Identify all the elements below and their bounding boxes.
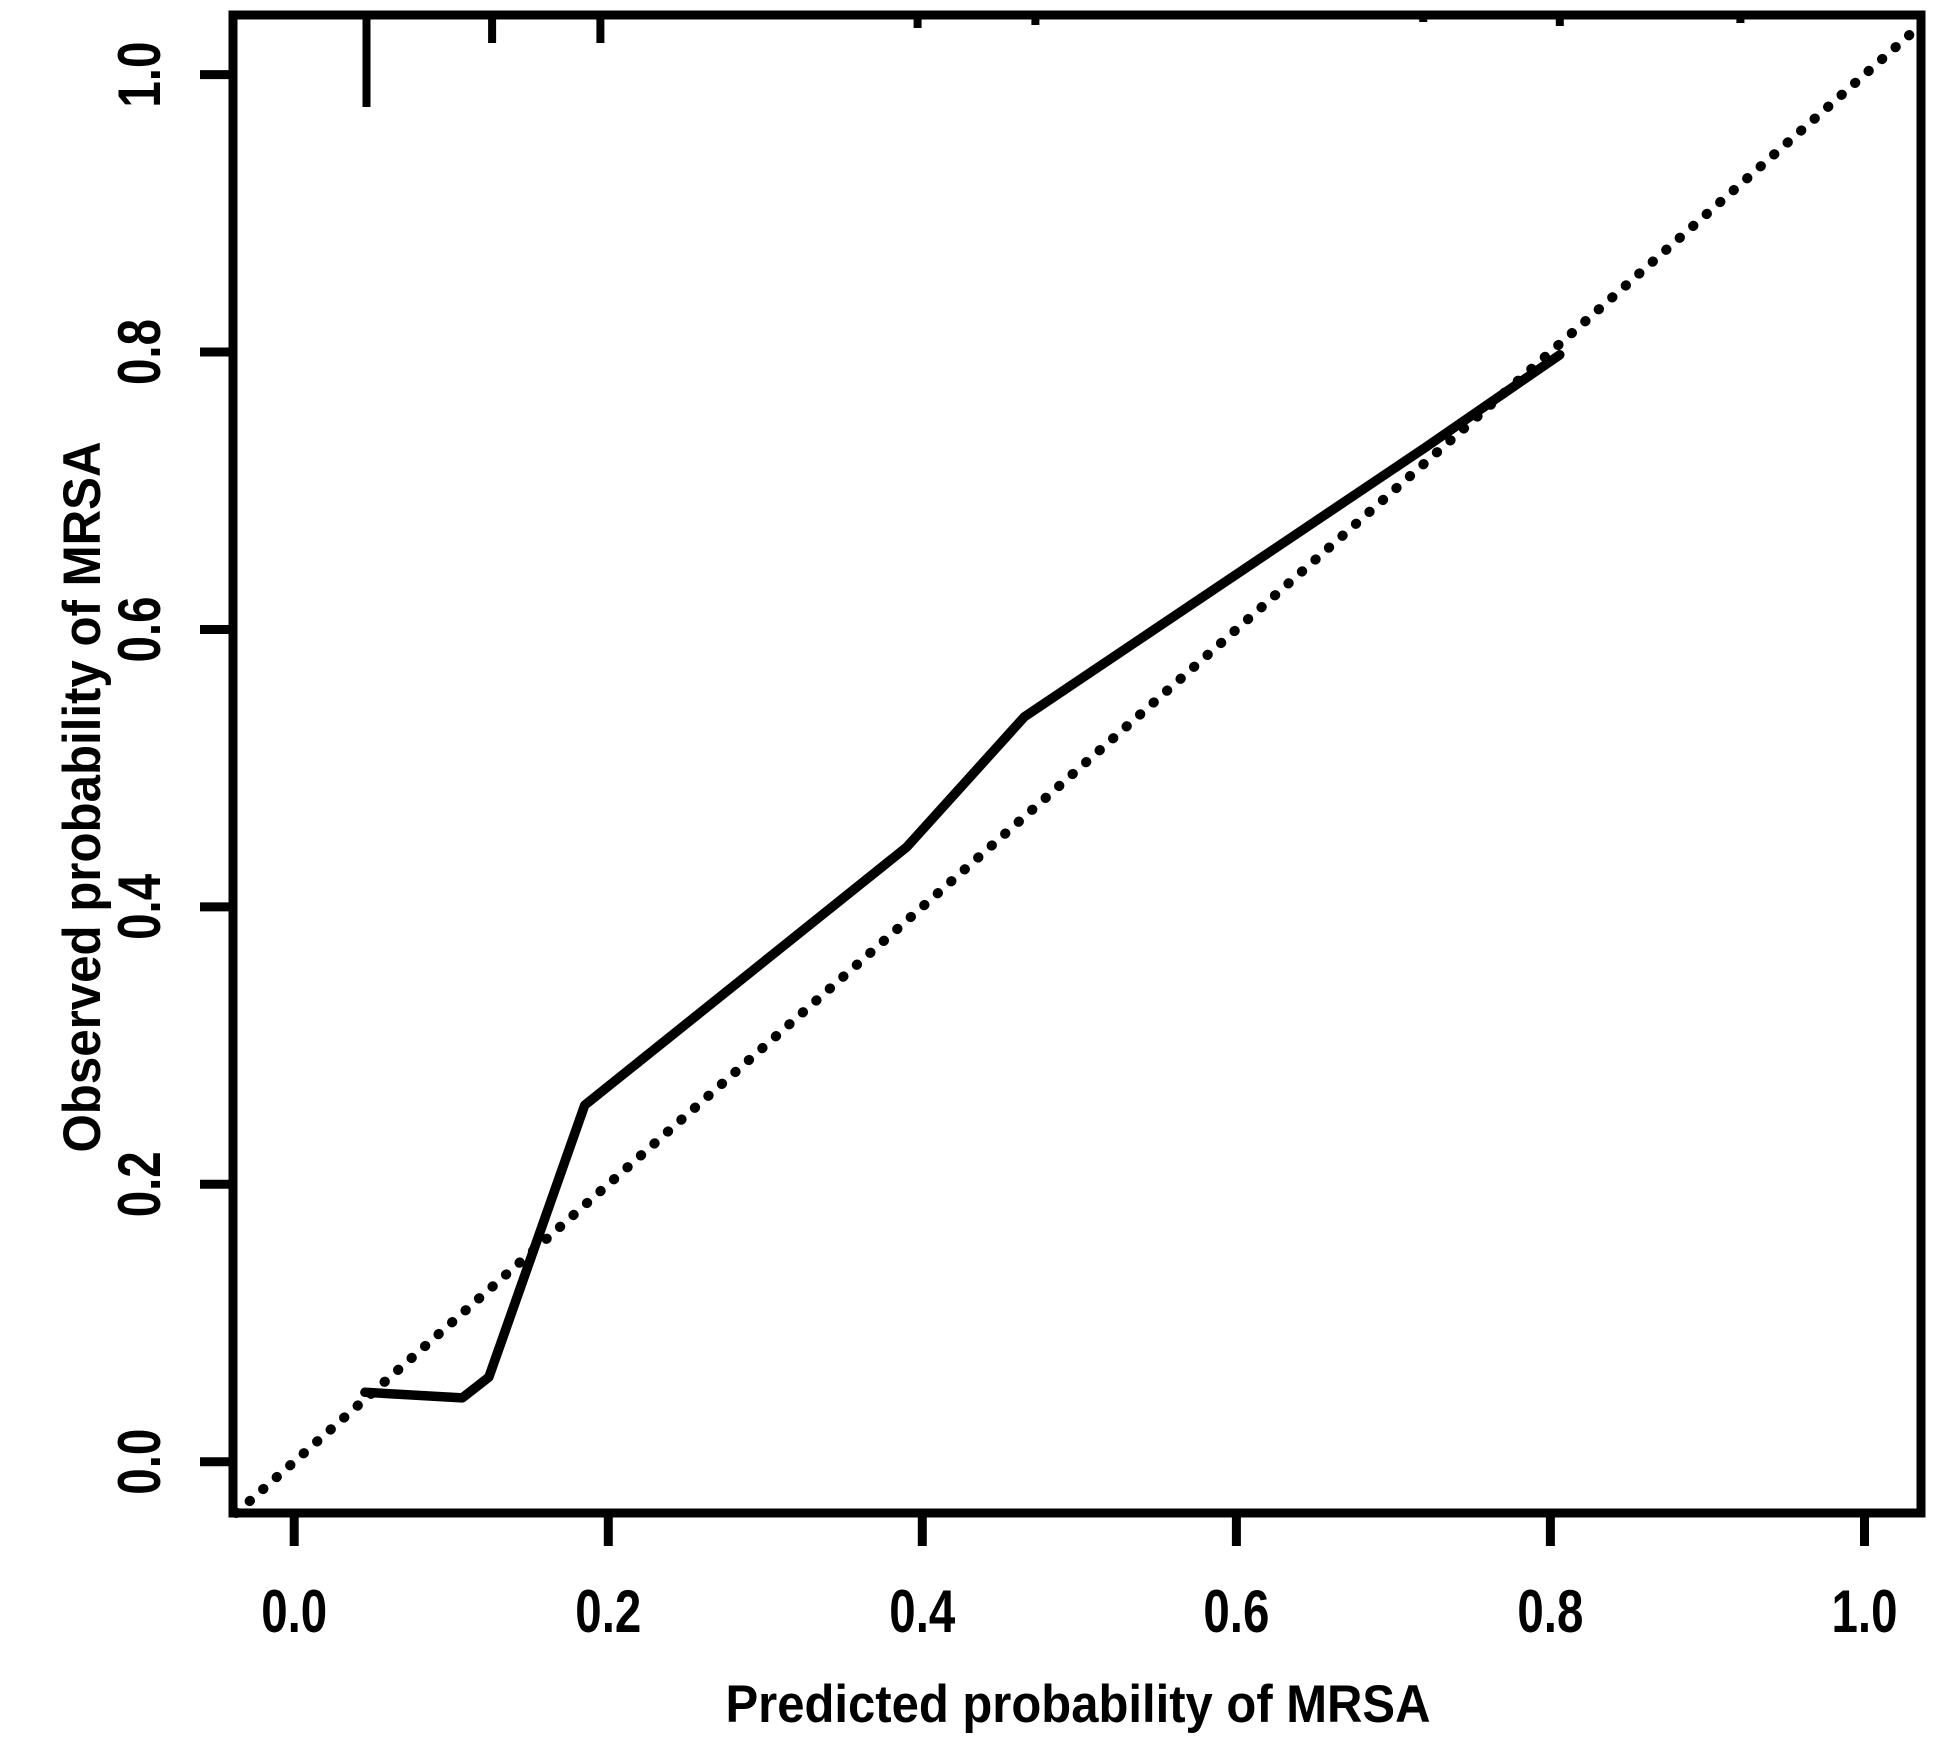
- x-tick-label: 1.0: [1832, 1578, 1898, 1645]
- x-tick-label: 0.2: [575, 1578, 641, 1645]
- x-tick-label: 0.8: [1517, 1578, 1583, 1645]
- y-tick-label: 0.0: [106, 1429, 173, 1495]
- y-axis-title: Observed probability of MRSA: [53, 442, 112, 1153]
- y-tick-label: 0.8: [106, 319, 173, 385]
- y-tick-label: 1.0: [106, 42, 173, 108]
- x-tick-label: 0.6: [1203, 1578, 1269, 1645]
- calibration-curve-line: [360, 350, 1565, 1403]
- y-tick-label: 0.2: [106, 1151, 173, 1217]
- plot-border: [228, 10, 1926, 1518]
- ideal-diagonal-line: [231, 19, 1926, 1518]
- x-tick-label: 0.4: [889, 1578, 955, 1645]
- x-tick-label: 0.0: [261, 1578, 327, 1645]
- y-tick-label: 0.4: [106, 873, 173, 939]
- plot-layer: 0.0 0.2 0.4 0.6 0.8 1.0 0.0 0.2 0.4 0.6 0.8 1.0: [106, 10, 1926, 1645]
- y-tick-label: 0.6: [106, 597, 173, 663]
- x-axis-title: Predicted probability of MRSA: [726, 1675, 1431, 1734]
